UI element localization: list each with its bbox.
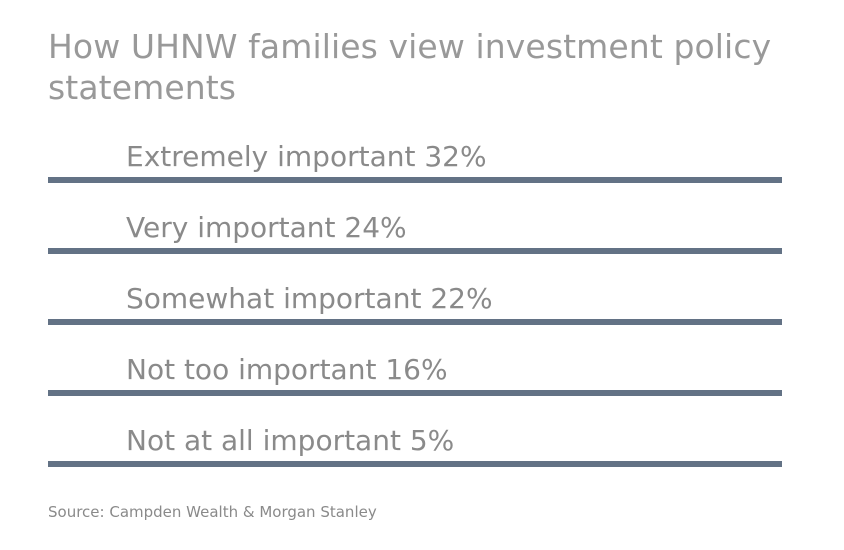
divider-line	[48, 248, 782, 254]
divider-line	[48, 319, 782, 325]
response-label: Not too important 16%	[126, 353, 448, 386]
response-label: Extremely important 32%	[126, 140, 487, 173]
chart-title: How UHNW families view investment policy…	[48, 27, 772, 107]
response-label: Somewhat important 22%	[126, 282, 493, 315]
response-label: Not at all important 5%	[126, 424, 455, 457]
response-list: Extremely important 32% Very important 24…	[48, 0, 782, 550]
response-label: Very important 24%	[126, 211, 407, 244]
divider-line	[48, 461, 782, 467]
divider-line	[48, 177, 782, 183]
source-note: Source: Campden Wealth & Morgan Stanley	[48, 503, 377, 521]
divider-line	[48, 390, 782, 396]
